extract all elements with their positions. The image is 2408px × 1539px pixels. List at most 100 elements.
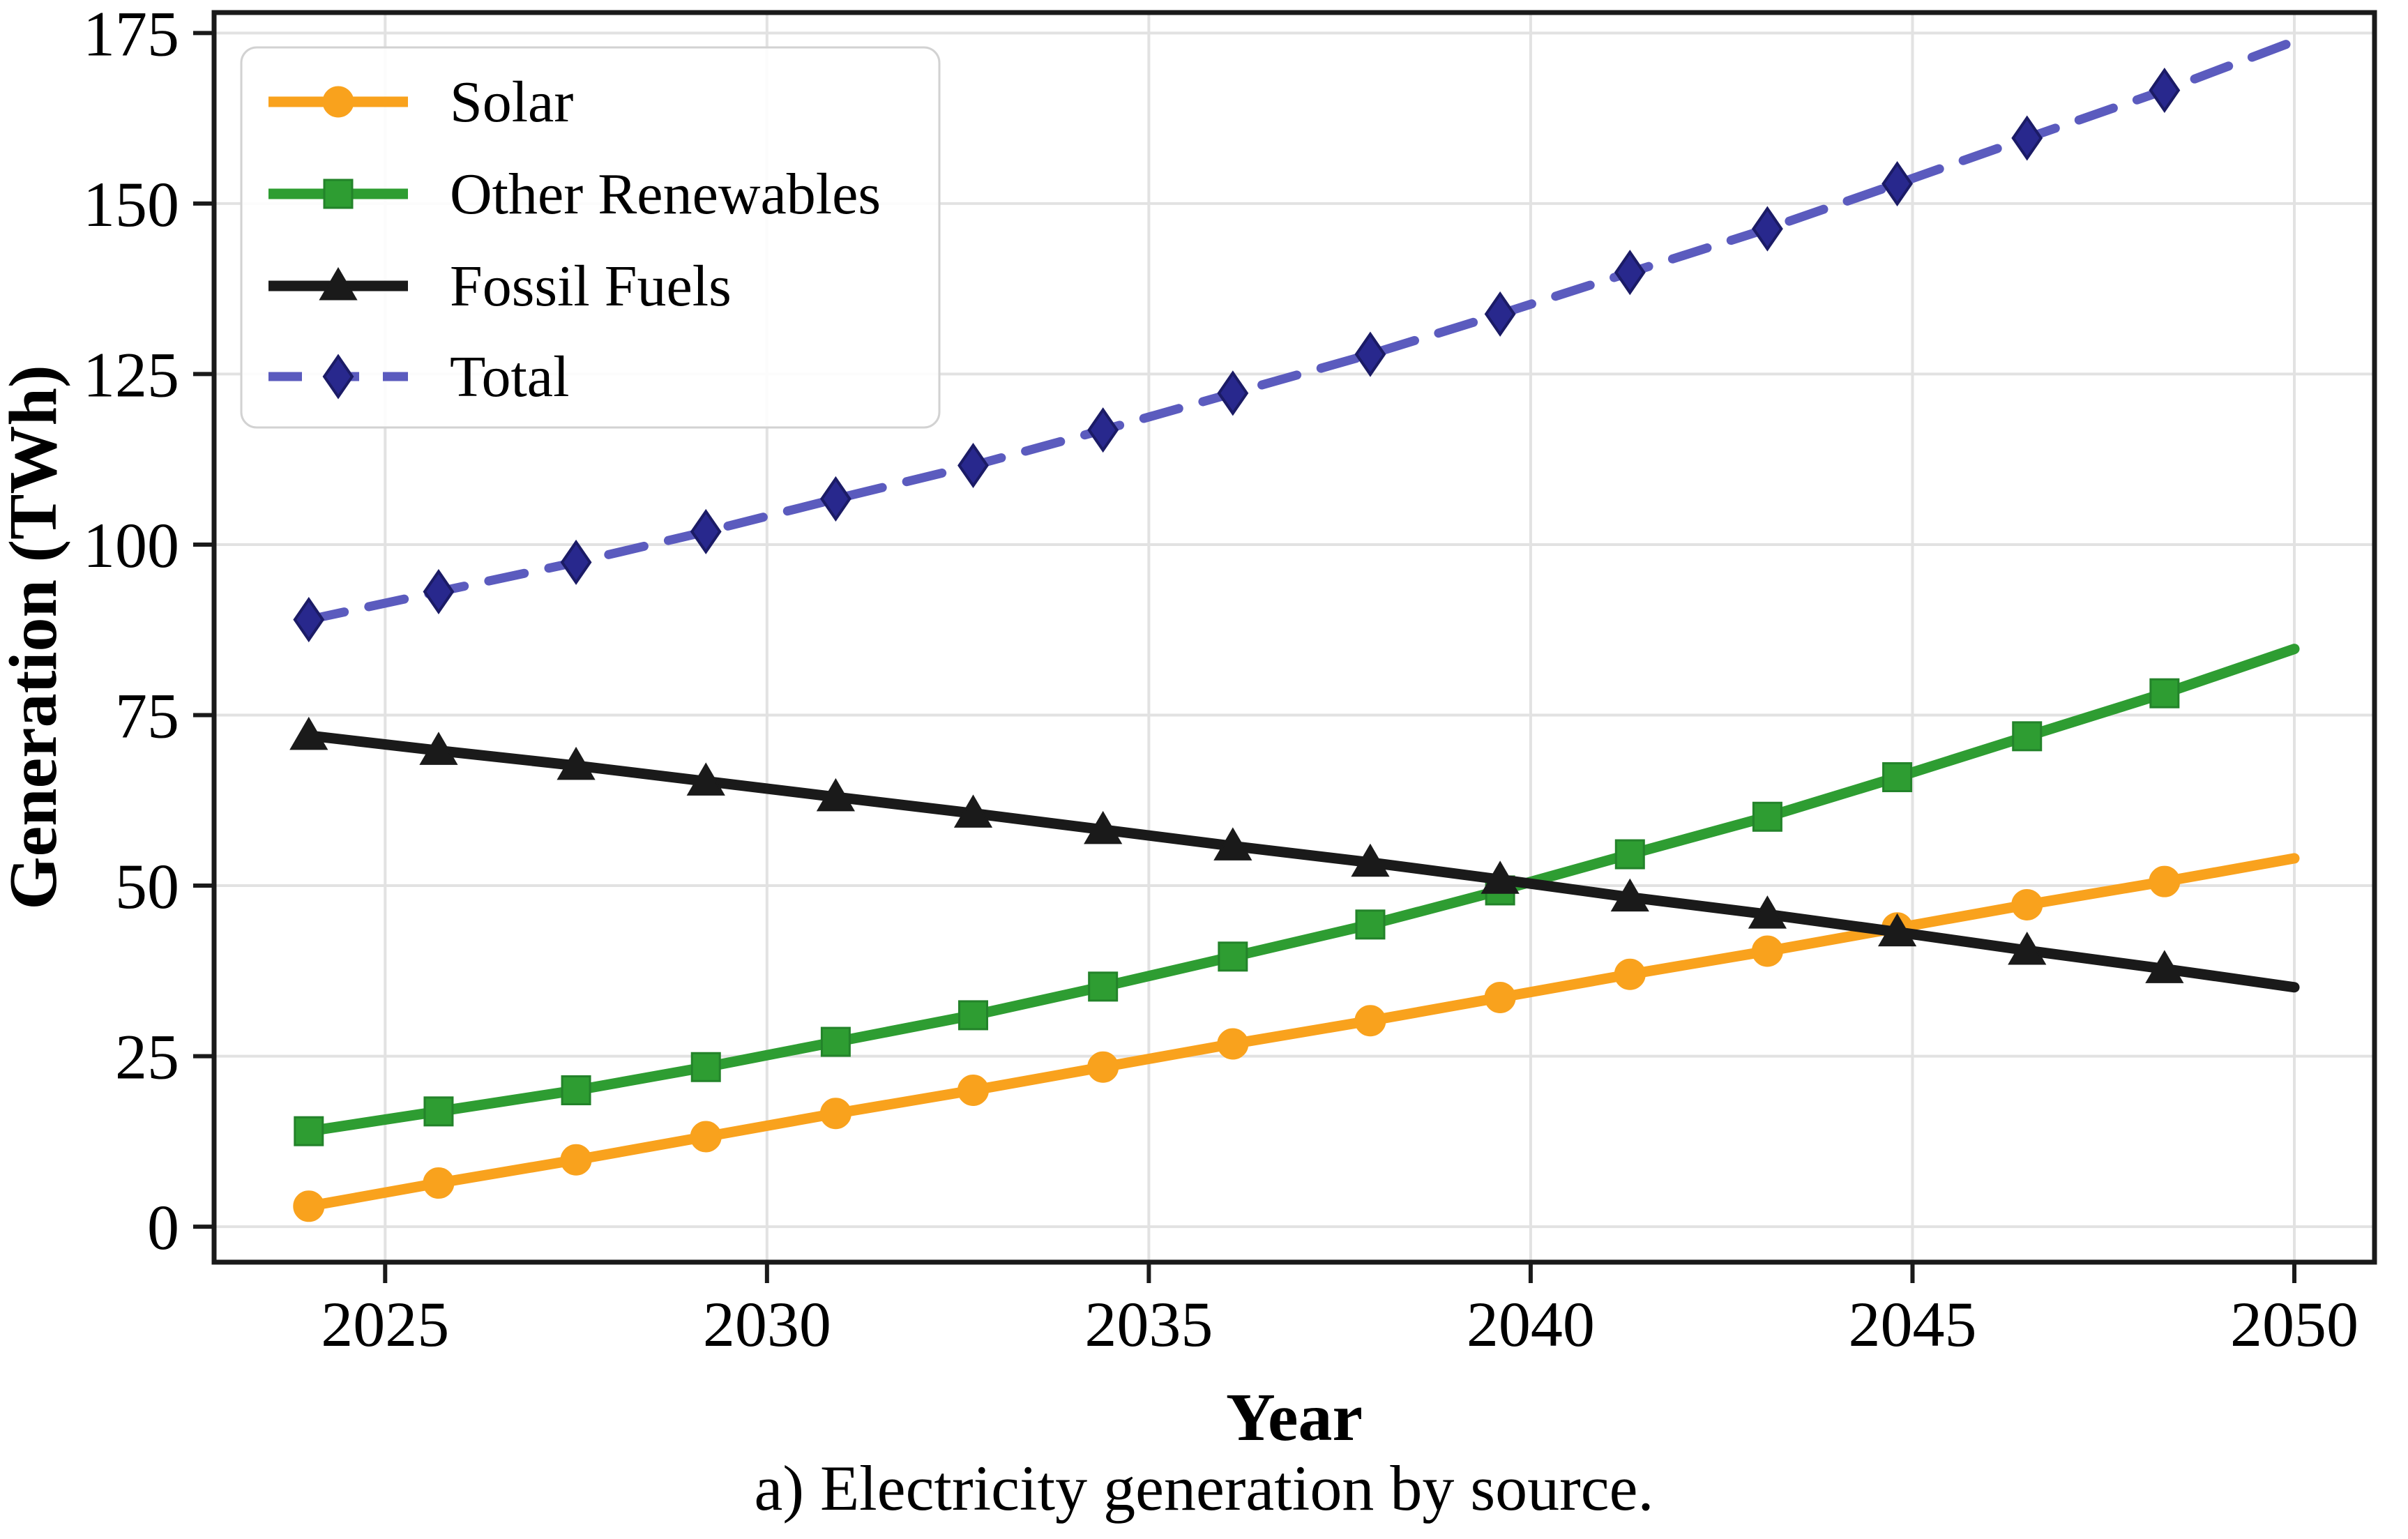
y-tick-label: 125 bbox=[83, 339, 179, 410]
series-line bbox=[303, 644, 2300, 1137]
legend-item-label: Other Renewables bbox=[450, 162, 881, 227]
data-point-circle bbox=[293, 1190, 325, 1222]
data-point-diamond bbox=[322, 354, 354, 400]
data-point-square bbox=[1355, 909, 1386, 940]
data-point-diamond bbox=[423, 568, 455, 614]
data-point-circle bbox=[957, 1075, 990, 1107]
x-tick-label: 2040 bbox=[1467, 1289, 1595, 1360]
legend: Solar Other Renewables Fossil Fuels Total bbox=[240, 46, 941, 429]
data-point-diamond bbox=[1881, 160, 1914, 207]
series-solar bbox=[293, 853, 2300, 1222]
data-point-square bbox=[561, 1075, 591, 1106]
data-point-diamond bbox=[2011, 115, 2043, 161]
data-point-square bbox=[2012, 721, 2043, 752]
series-fossil-fuels bbox=[289, 716, 2300, 993]
data-point-triangle bbox=[1748, 895, 1787, 929]
y-tick-label: 50 bbox=[115, 851, 179, 922]
legend-item-solar: Solar bbox=[268, 70, 573, 135]
data-point-circle bbox=[1217, 1028, 1249, 1060]
data-point-circle bbox=[819, 1098, 851, 1130]
plot-frame bbox=[211, 10, 2377, 1265]
series-line bbox=[303, 730, 2300, 993]
legend-item-total: Total bbox=[268, 344, 569, 409]
data-point-circle bbox=[690, 1121, 722, 1153]
y-tick-label: 100 bbox=[83, 510, 179, 581]
y-axis-label: Generation (TWh) bbox=[0, 365, 71, 909]
data-point-diamond bbox=[1614, 250, 1646, 296]
grid bbox=[214, 13, 2375, 1262]
data-point-diamond bbox=[1484, 291, 1516, 337]
data-point-square bbox=[323, 179, 354, 209]
data-point-square bbox=[690, 1052, 721, 1082]
data-point-circle bbox=[322, 86, 354, 118]
data-point-diamond bbox=[2149, 67, 2181, 114]
data-point-square bbox=[1882, 762, 1913, 793]
legend-item-label: Total bbox=[450, 344, 569, 409]
y-tick-label: 150 bbox=[83, 169, 179, 240]
legend-item-label: Fossil Fuels bbox=[450, 254, 732, 319]
data-point-square bbox=[294, 1116, 324, 1146]
x-axis-label: Year bbox=[1226, 1380, 1363, 1455]
data-point-diamond bbox=[819, 476, 851, 522]
legend-box bbox=[240, 46, 941, 429]
data-point-square bbox=[2149, 678, 2180, 708]
data-point-triangle bbox=[319, 267, 358, 301]
series-line bbox=[303, 853, 2300, 1212]
data-point-diamond bbox=[690, 508, 722, 554]
legend-item-other-renewables: Other Renewables bbox=[268, 162, 881, 227]
y-tick-label: 25 bbox=[115, 1022, 179, 1093]
data-point-triangle bbox=[816, 778, 856, 812]
figure-caption: a) Electricity generation by source. bbox=[755, 1453, 1654, 1524]
data-point-circle bbox=[1484, 981, 1516, 1013]
data-point-square bbox=[423, 1096, 454, 1127]
data-point-square bbox=[1088, 971, 1119, 1002]
data-point-square bbox=[1752, 801, 1782, 832]
data-point-diamond bbox=[1087, 407, 1119, 453]
data-point-triangle bbox=[1213, 827, 1252, 861]
x-tick-label: 2035 bbox=[1084, 1289, 1213, 1360]
data-point-triangle bbox=[1351, 843, 1390, 877]
data-point-diamond bbox=[293, 597, 325, 643]
data-point-circle bbox=[423, 1167, 455, 1199]
data-point-circle bbox=[1614, 958, 1646, 990]
legend-item-label: Solar bbox=[450, 70, 573, 135]
data-point-circle bbox=[2011, 888, 2043, 920]
series-total bbox=[293, 36, 2299, 643]
data-point-triangle bbox=[556, 746, 596, 780]
data-point-triangle bbox=[686, 762, 725, 796]
data-point-diamond bbox=[1354, 331, 1386, 377]
data-point-diamond bbox=[1751, 206, 1783, 252]
data-point-square bbox=[1218, 941, 1248, 972]
data-point-circle bbox=[1087, 1051, 1119, 1083]
data-point-triangle bbox=[2145, 950, 2184, 983]
data-point-square bbox=[820, 1026, 851, 1057]
data-point-triangle bbox=[2008, 931, 2047, 965]
data-point-diamond bbox=[957, 442, 989, 489]
x-tick-label: 2025 bbox=[321, 1289, 449, 1360]
data-point-square bbox=[958, 1000, 989, 1031]
data-point-square bbox=[1614, 839, 1645, 870]
data-point-triangle bbox=[1877, 913, 1917, 947]
data-point-triangle bbox=[1481, 861, 1520, 894]
x-tick-label: 2030 bbox=[703, 1289, 831, 1360]
data-point-triangle bbox=[1610, 878, 1649, 912]
data-point-triangle bbox=[289, 716, 328, 750]
data-point-circle bbox=[560, 1144, 592, 1176]
y-tick-label: 75 bbox=[115, 681, 179, 752]
data-point-diamond bbox=[560, 539, 592, 585]
data-point-diamond bbox=[1217, 370, 1249, 416]
data-point-triangle bbox=[953, 794, 993, 828]
data-point-triangle bbox=[419, 731, 458, 765]
ticks: 2025 2030 2035 2040 2045 2050 0 25 50 75 100 125 150… bbox=[83, 0, 2358, 1360]
legend-item-fossil-fuels: Fossil Fuels bbox=[268, 254, 732, 319]
y-tick-label: 0 bbox=[147, 1192, 179, 1263]
x-tick-label: 2045 bbox=[1848, 1289, 1976, 1360]
data-point-circle bbox=[2149, 865, 2181, 897]
x-tick-label: 2050 bbox=[2230, 1289, 2358, 1360]
series-line bbox=[304, 36, 2299, 625]
data-point-circle bbox=[1751, 935, 1783, 967]
data-point-circle bbox=[1354, 1005, 1386, 1037]
data-point-triangle bbox=[1084, 810, 1123, 844]
